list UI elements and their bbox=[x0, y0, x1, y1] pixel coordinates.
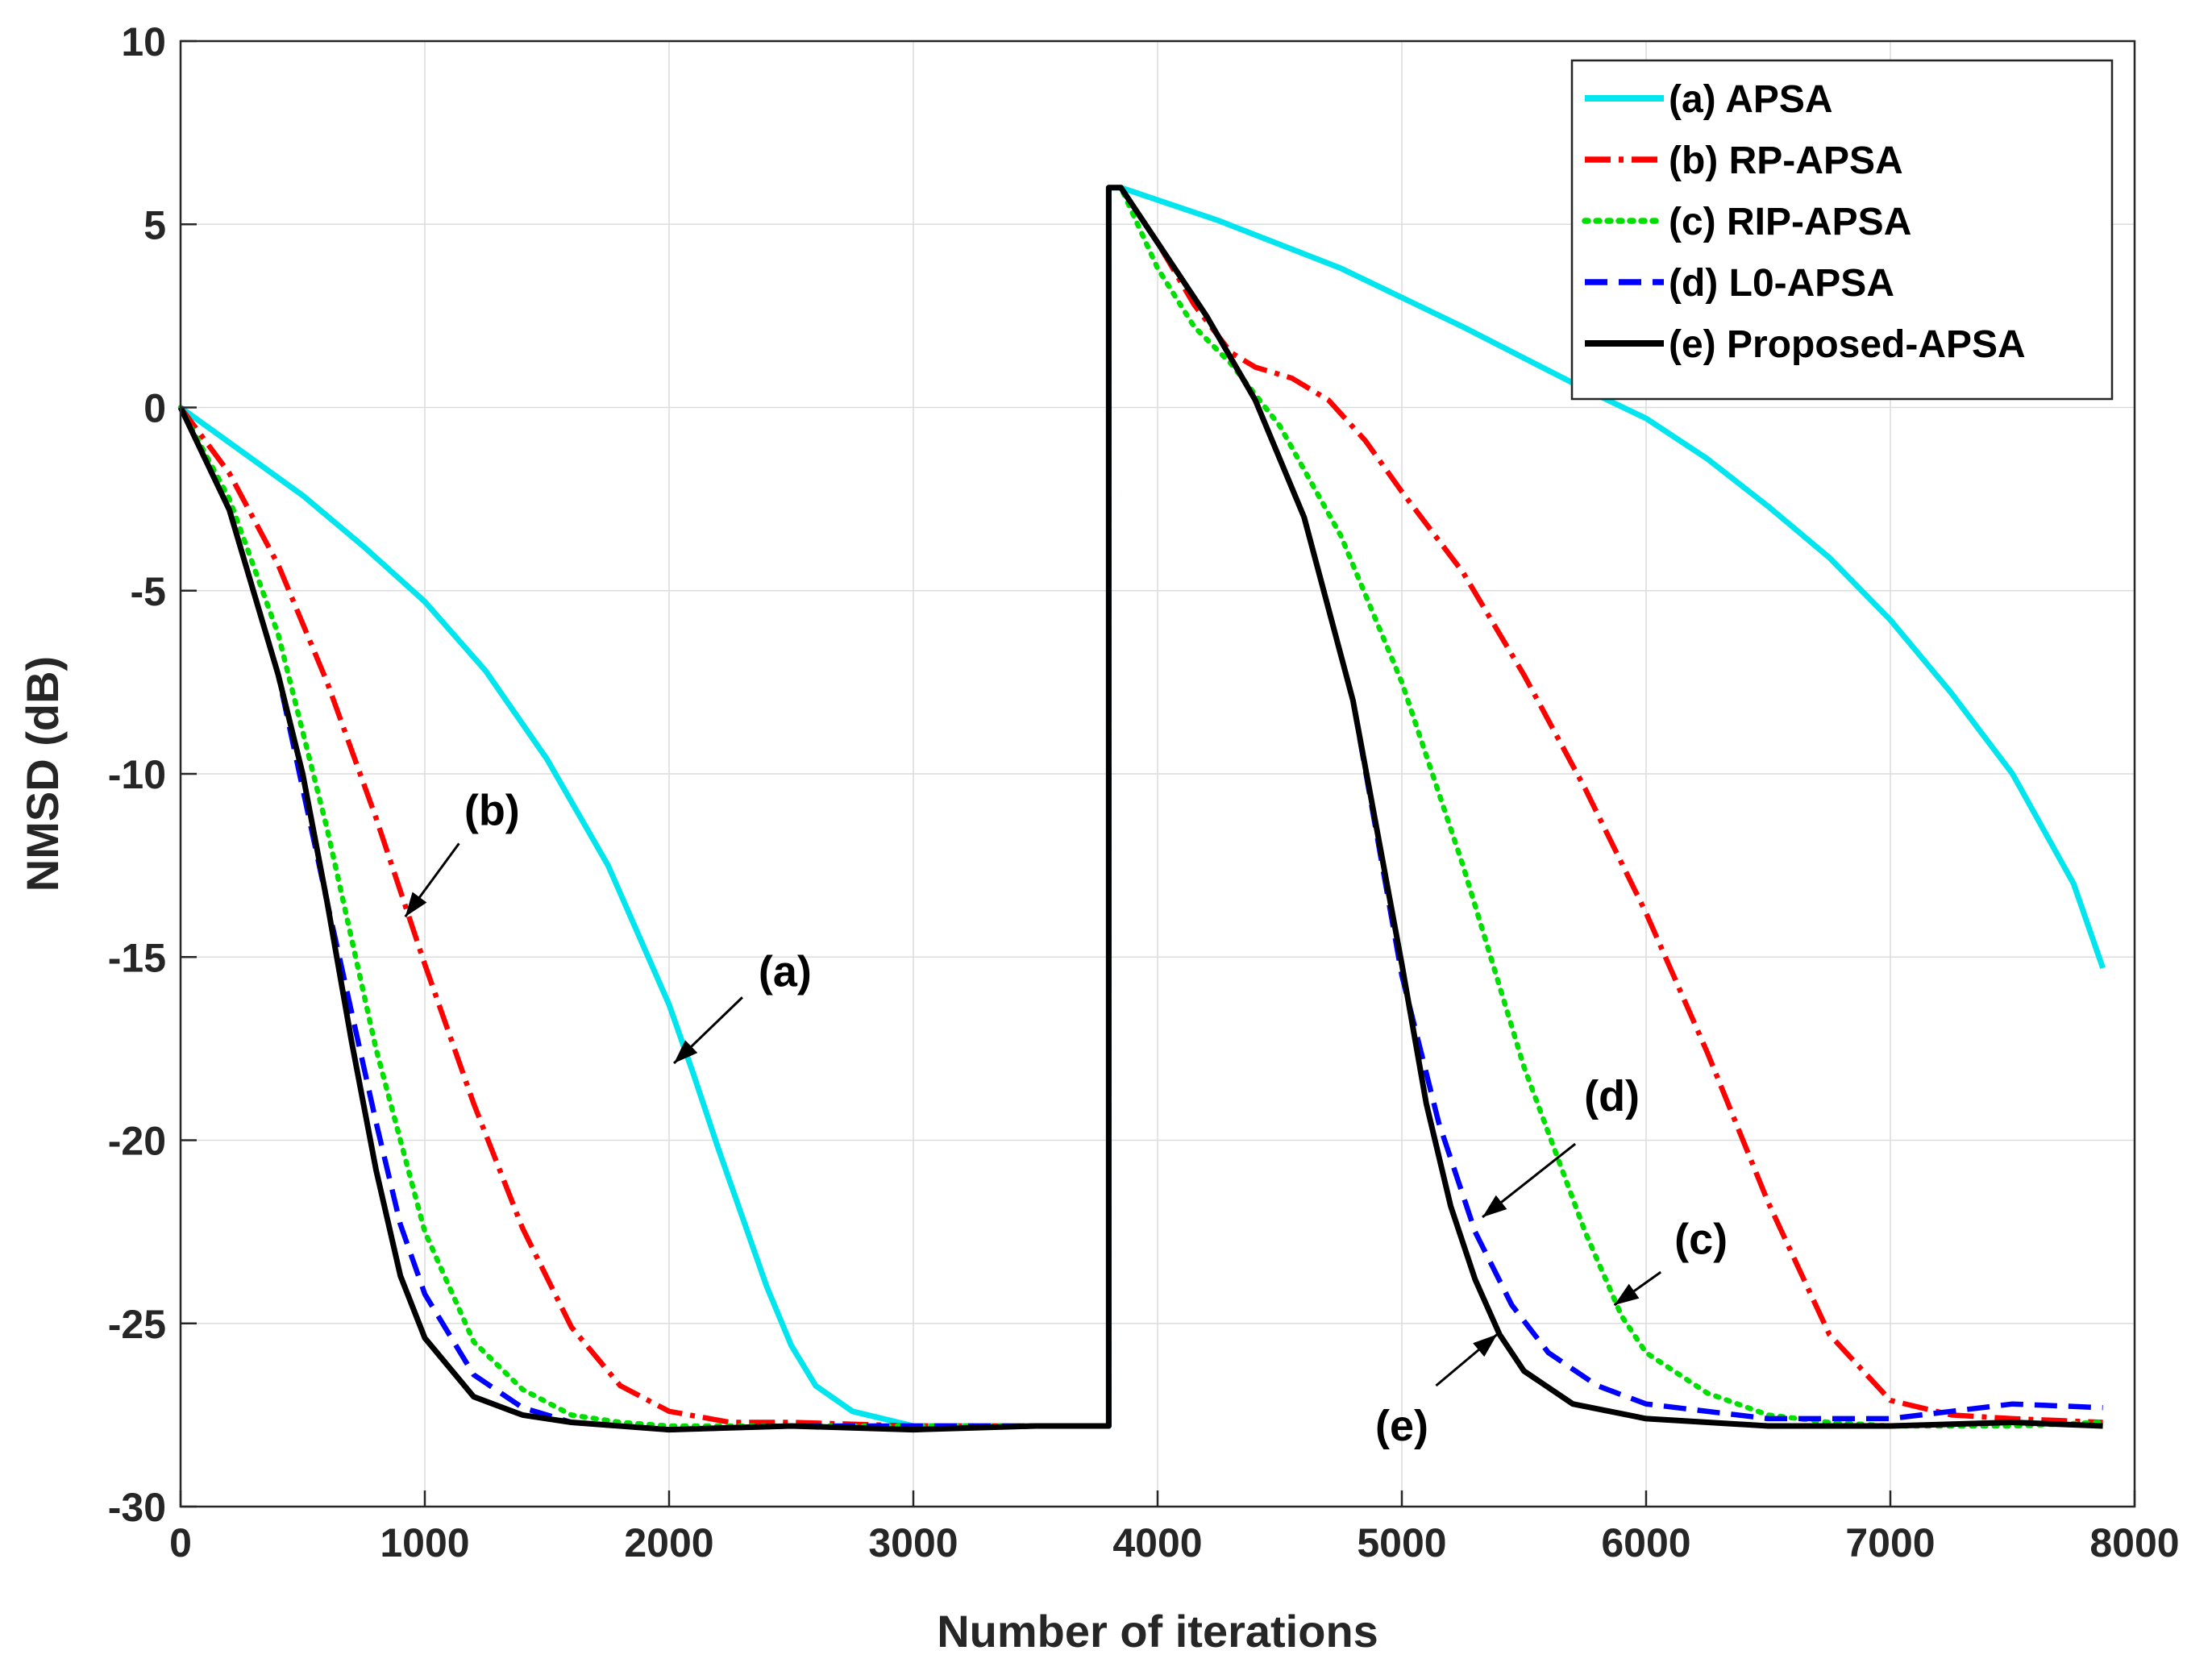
curve-annotations: (a) (b) (c) (d) (e) bbox=[404, 787, 1728, 1450]
axis-ticks: 0 1000 2000 3000 4000 5000 6000 7000 8000 -30 -25 -… bbox=[108, 19, 2180, 1565]
y-tick-label: -30 bbox=[108, 1485, 166, 1530]
legend-label-2: (c) RIP-APSA bbox=[1669, 201, 1911, 243]
y-tick-label: -10 bbox=[108, 752, 166, 797]
annotation-label-3: (d) bbox=[1584, 1072, 1640, 1120]
legend-label-1: (b) RP-APSA bbox=[1669, 139, 1903, 182]
legend-label-4: (e) Proposed-APSA bbox=[1669, 323, 2026, 366]
data-series bbox=[177, 185, 2106, 1433]
x-tick-label: 0 bbox=[169, 1520, 192, 1565]
legend-label-3: (d) L0-APSA bbox=[1669, 262, 1894, 305]
y-tick-label: -20 bbox=[108, 1119, 166, 1164]
x-tick-label: 7000 bbox=[1845, 1520, 1935, 1565]
x-tick-label: 8000 bbox=[2089, 1520, 2179, 1565]
y-tick-label: -5 bbox=[131, 569, 166, 614]
y-tick-label: 5 bbox=[143, 202, 166, 247]
annotation-label-2: (c) bbox=[1674, 1215, 1728, 1263]
y-axis-title: NMSD (dB) bbox=[17, 656, 68, 892]
x-tick-label: 1000 bbox=[380, 1520, 469, 1565]
annotation-arrowhead-4 bbox=[1473, 1334, 1498, 1357]
annotation-arrowhead-1 bbox=[405, 892, 427, 917]
series-line-1 bbox=[178, 185, 2103, 1429]
annotation-arrowhead-3 bbox=[1482, 1195, 1507, 1217]
x-tick-label: 6000 bbox=[1601, 1520, 1690, 1565]
x-tick-label: 3000 bbox=[868, 1520, 958, 1565]
series-line-4 bbox=[177, 185, 2103, 1433]
annotation-arrowhead-2 bbox=[1614, 1283, 1640, 1306]
y-tick-label: 0 bbox=[143, 386, 166, 431]
x-tick-label: 5000 bbox=[1357, 1520, 1446, 1565]
y-tick-label: -25 bbox=[108, 1302, 166, 1347]
annotation-label-4: (e) bbox=[1375, 1402, 1428, 1450]
y-tick-label: 10 bbox=[121, 19, 166, 64]
y-tick-label: -15 bbox=[108, 935, 166, 980]
x-tick-label: 2000 bbox=[624, 1520, 713, 1565]
x-tick-label: 4000 bbox=[1112, 1520, 1202, 1565]
annotation-label-1: (b) bbox=[464, 787, 520, 835]
x-axis-title: Number of iterations bbox=[937, 1606, 1378, 1657]
annotation-label-0: (a) bbox=[759, 948, 812, 996]
annotation-arrowhead-0 bbox=[674, 1040, 698, 1064]
legend-label-0: (a) APSA bbox=[1669, 78, 1833, 121]
legend: (a) APSA (b) RP-APSA (c) RIP-APSA (d) L0-AP… bbox=[1570, 59, 2114, 401]
series-line-2 bbox=[177, 185, 2106, 1429]
